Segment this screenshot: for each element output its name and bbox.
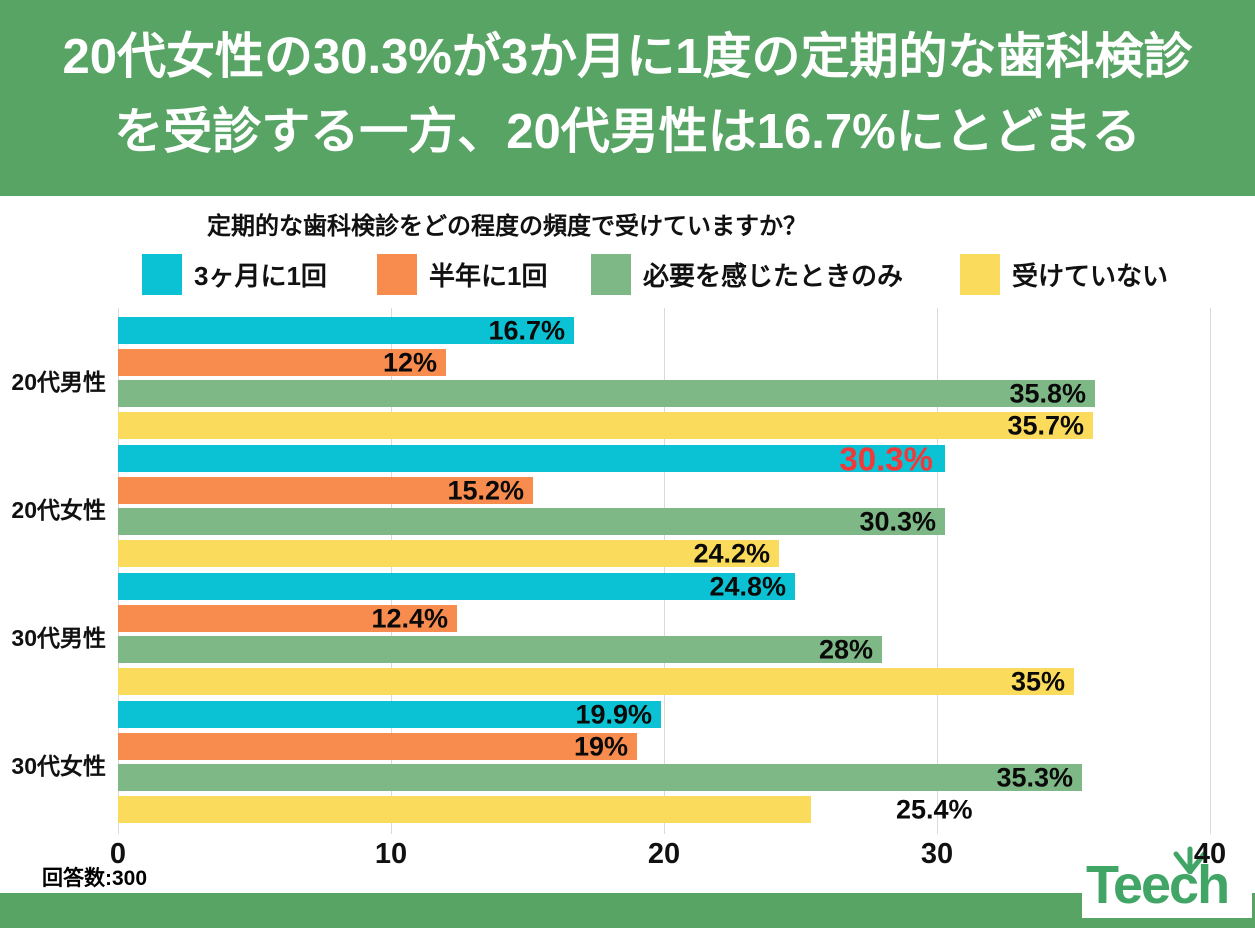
bar-value-label: 35.8% [1009,378,1086,408]
gridline-30 [937,308,938,834]
legend-label: 半年に1回 [429,261,548,291]
logo-text: Teech [1086,855,1230,915]
bar-value-label: 12% [382,347,437,377]
legend-label: 受けていない [1012,261,1169,291]
category-label: 30代男性 [11,625,106,651]
header-title-line2: を受診する一方、20代男性は16.7%にとどまる [114,105,1141,159]
bar-30代男性-3ヶ月に1回: 24.8% [118,573,795,600]
bar-value-label: 30.3% [839,440,933,477]
bar-20代女性-必要を感じたときのみ: 30.3% [118,508,945,535]
bar-value-label: 15.2% [447,475,524,505]
gridline-40 [1210,308,1211,834]
legend-swatch-icon [142,254,182,295]
bar-30代女性-受けていない: 25.4% [118,796,973,823]
sparkle-icon [1173,846,1207,874]
bar-20代女性-3ヶ月に1回: 30.3% [118,440,945,477]
bar-30代女性-半年に1回: 19% [118,733,637,760]
bar-value-label: 24.8% [709,571,786,601]
x-tick-label: 40 [1193,838,1227,870]
bar-value-label: 30.3% [859,506,936,536]
bar-30代女性-必要を感じたときのみ: 35.3% [118,764,1082,791]
legend-item-3: 受けていない [960,254,1168,295]
gridline-0 [118,308,119,834]
category-label: 20代男性 [11,369,106,395]
bar-20代女性-受けていない: 24.2% [118,540,779,567]
legend-swatch-icon [591,254,631,295]
x-tick-label: 20 [647,838,681,870]
chart-title: 定期的な歯科検診をどの程度の頻度で受けていますか？ [207,213,807,240]
legend-item-2: 必要を感じたときのみ [591,254,903,295]
bar-value-label: 16.7% [488,315,565,345]
bar-30代男性-半年に1回: 12.4% [118,605,457,632]
header-title-line1: 20代女性の30.3%が3か月に1度の定期的な歯科検診 [62,30,1193,84]
bar-30代女性-3ヶ月に1回: 19.9% [118,701,661,728]
bar-value-label: 25.4% [896,794,973,824]
legend-label: 必要を感じたときのみ [643,261,904,291]
legend-swatch-icon [960,254,1000,295]
respondents-note: 回答数:300 [42,867,148,890]
legend-item-0: 3ヶ月に1回 [142,254,327,295]
legend-swatch-icon [377,254,417,295]
gridline-10 [391,308,392,834]
legend-label: 3ヶ月に1回 [194,261,327,291]
legend-item-1: 半年に1回 [377,254,547,295]
bar-30代男性-受けていない: 35% [118,668,1074,695]
bar-30代男性-必要を感じたときのみ: 28% [118,636,882,663]
category-label: 30代女性 [11,753,106,779]
bar-value-label: 19% [573,731,628,761]
bar-20代女性-半年に1回: 15.2% [118,477,533,504]
logo: Teech [1082,846,1252,918]
bar-value-label: 35.3% [996,762,1073,792]
category-label: 20代女性 [11,497,106,523]
x-tick-label: 0 [109,838,127,870]
bar-value-label: 19.9% [575,699,652,729]
gridline-20 [664,308,665,834]
bar-value-label: 28% [818,634,873,664]
x-tick-label: 30 [920,838,954,870]
bar-20代男性-半年に1回: 12% [118,349,446,376]
x-tick-label: 10 [374,838,408,870]
bar-value-label: 12.4% [371,603,448,633]
bar-20代男性-必要を感じたときのみ: 35.8% [118,380,1095,407]
bar-value-label: 24.2% [693,538,770,568]
bar-20代男性-受けていない: 35.7% [118,412,1093,439]
bar-20代男性-3ヶ月に1回: 16.7% [118,317,574,344]
footer-strip [0,893,1255,928]
header-banner: 20代女性の30.3%が3か月に1度の定期的な歯科検診 を受診する一方、20代男… [0,0,1255,196]
bar-value-label: 35% [1010,666,1065,696]
bar-value-label: 35.7% [1007,410,1084,440]
